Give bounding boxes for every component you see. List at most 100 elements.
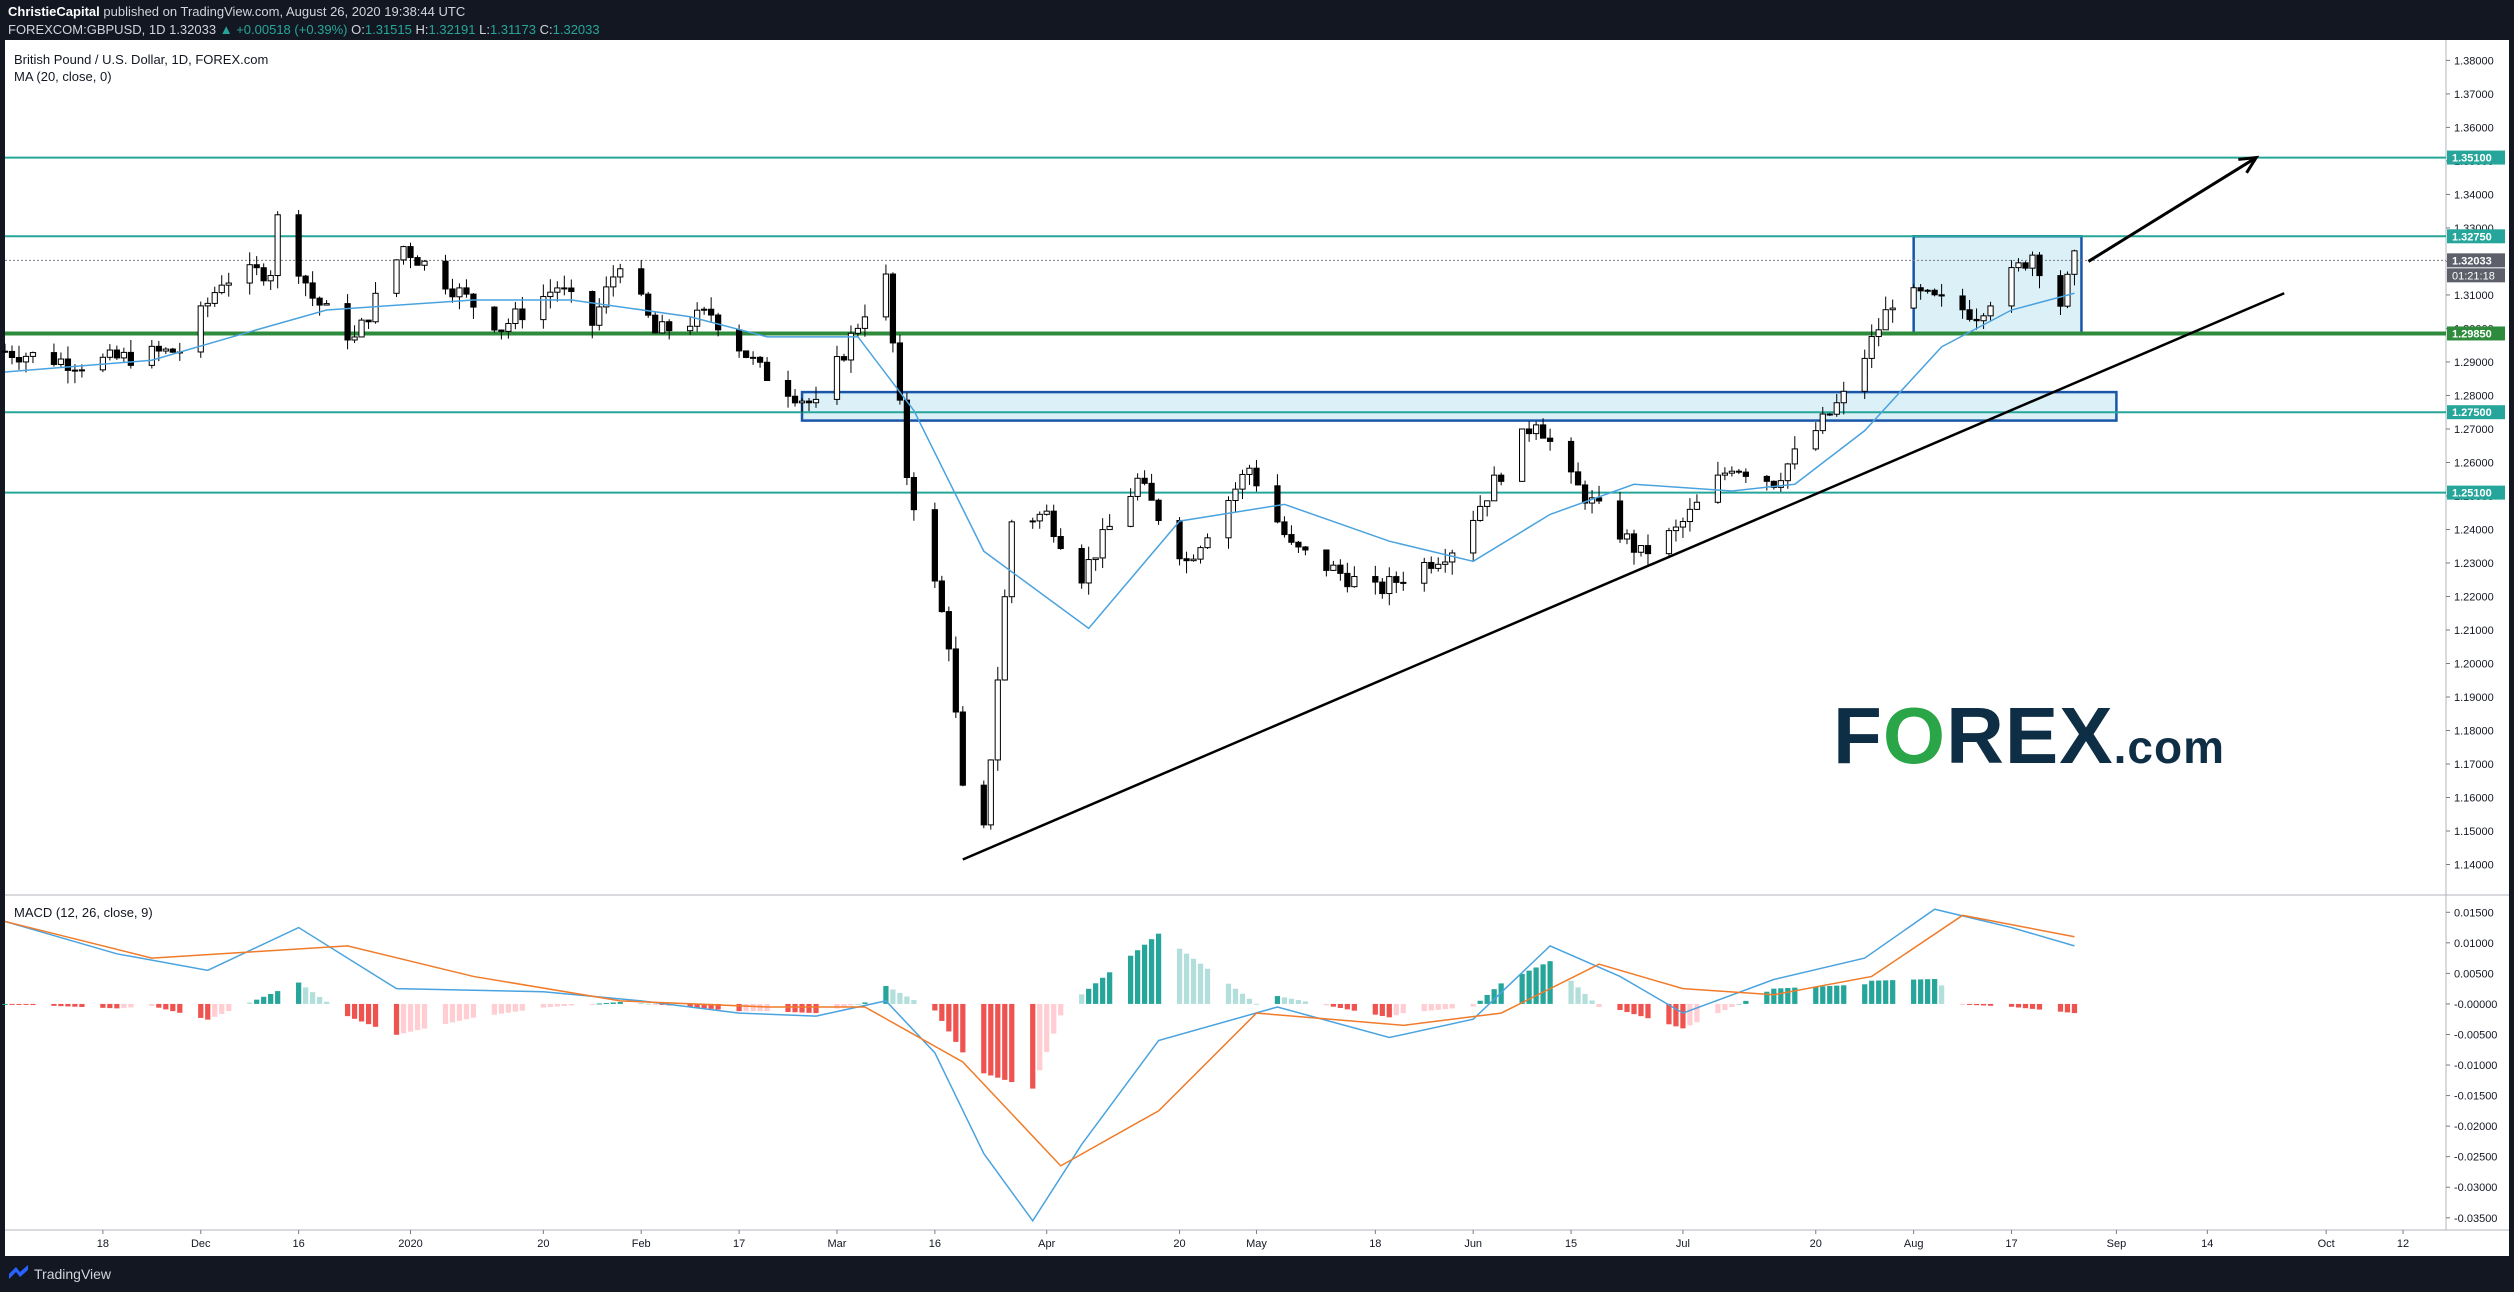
candle bbox=[589, 291, 596, 326]
macd-histogram-bar bbox=[372, 1003, 379, 1027]
change-value: ▲ +0.00518 (+0.39%) bbox=[219, 22, 348, 37]
candle bbox=[1330, 564, 1337, 571]
candle bbox=[1099, 529, 1106, 559]
level-label-bg bbox=[2447, 150, 2505, 165]
macd-histogram-bar bbox=[16, 1003, 22, 1005]
macd-histogram-bar bbox=[1771, 988, 1777, 1004]
candle bbox=[1008, 521, 1015, 598]
candle bbox=[442, 260, 449, 290]
macd-tick-label: 0.01000 bbox=[2454, 938, 2494, 950]
series-legend: British Pound / U.S. Dollar, 1D, FOREX.c… bbox=[14, 52, 269, 67]
candle bbox=[1491, 474, 1498, 502]
macd-histogram-bar bbox=[596, 1003, 602, 1005]
macd-histogram-bar bbox=[1785, 987, 1791, 1004]
macd-histogram-bar bbox=[1743, 1000, 1749, 1004]
macd-histogram-bar bbox=[1980, 1003, 1987, 1006]
tradingview-logo-icon[interactable] bbox=[8, 1264, 30, 1282]
macd-tick-label: -0.00000 bbox=[2454, 999, 2497, 1011]
macd-histogram-bar bbox=[736, 1003, 742, 1012]
ohlc-line: FOREXCOM:GBPUSD, 1D 1.32033 ▲ +0.00518 (… bbox=[8, 22, 600, 37]
macd-histogram-bar bbox=[547, 1003, 553, 1008]
macd-histogram-bar bbox=[2036, 1003, 2043, 1010]
macd-histogram-bar bbox=[1058, 1003, 1064, 1016]
candle bbox=[833, 356, 841, 400]
candle bbox=[491, 306, 498, 331]
candle bbox=[952, 648, 959, 713]
macd-histogram-bar bbox=[1134, 950, 1141, 1004]
candle bbox=[2029, 254, 2036, 269]
macd-histogram-bar bbox=[1694, 1003, 1700, 1023]
arrow-head bbox=[2238, 155, 2260, 174]
candle bbox=[211, 292, 218, 304]
macd-histogram-bar bbox=[344, 1003, 351, 1017]
macd-histogram-bar bbox=[862, 1002, 868, 1004]
open-value: 1.31515 bbox=[364, 22, 412, 37]
candle bbox=[1379, 581, 1386, 595]
candle bbox=[127, 351, 134, 366]
macd-histogram-bar bbox=[1030, 1003, 1036, 1089]
macd-histogram-bar bbox=[1911, 979, 1917, 1004]
macd-histogram-bar bbox=[757, 1003, 763, 1012]
macd-histogram-bar bbox=[254, 999, 260, 1004]
candle bbox=[1001, 596, 1008, 681]
price-tick-label: 1.15000 bbox=[2454, 826, 2494, 838]
macd-histogram-bar bbox=[1547, 961, 1553, 1004]
price-tick-label: 1.18000 bbox=[2454, 726, 2494, 738]
candle bbox=[1980, 315, 1987, 322]
macd-tick-label: 0.01500 bbox=[2454, 907, 2494, 919]
macd-histogram-bar bbox=[177, 1003, 183, 1013]
macd-histogram-bar bbox=[1862, 984, 1868, 1004]
macd-histogram-bar bbox=[1827, 985, 1833, 1004]
candle bbox=[50, 352, 58, 365]
macd-histogram-bar bbox=[121, 1003, 127, 1008]
candle bbox=[1498, 474, 1505, 482]
candle bbox=[323, 303, 330, 306]
countdown-bg bbox=[2447, 268, 2505, 283]
ma-legend: MA (20, close, 0) bbox=[14, 69, 112, 84]
macd-histogram-bar bbox=[351, 1003, 358, 1019]
candle bbox=[2036, 254, 2043, 277]
macd-histogram-bar bbox=[9, 1003, 15, 1005]
time-tick-label: 20 bbox=[1810, 1238, 1822, 1250]
candle bbox=[15, 357, 23, 363]
macd-histogram-bar bbox=[715, 1003, 721, 1010]
candle bbox=[735, 329, 743, 352]
candle bbox=[393, 259, 400, 294]
macd-histogram-bar bbox=[1197, 963, 1204, 1004]
macd-histogram-bar bbox=[212, 1003, 218, 1017]
macd-histogram-bar bbox=[1379, 1003, 1385, 1016]
macd-line bbox=[4, 908, 2075, 1223]
price-tick-label: 1.26000 bbox=[2454, 457, 2494, 469]
candle bbox=[1148, 482, 1155, 501]
forex-watermark: FOREX.com bbox=[1833, 691, 2225, 780]
macd-histogram-bar bbox=[247, 1002, 253, 1004]
macd-histogram-bar bbox=[1225, 983, 1232, 1004]
macd-histogram-bar bbox=[806, 1003, 812, 1013]
candle bbox=[106, 349, 113, 358]
macd-histogram-bar bbox=[1044, 1003, 1050, 1052]
macd-histogram-bar bbox=[1575, 987, 1581, 1004]
macd-histogram-bar bbox=[1351, 1003, 1357, 1011]
macd-histogram-bar bbox=[2015, 1003, 2022, 1008]
candle bbox=[1197, 547, 1204, 560]
candle bbox=[246, 264, 253, 284]
candle bbox=[1917, 287, 1924, 292]
macd-histogram-bar bbox=[638, 1003, 644, 1005]
macd-histogram-bar bbox=[1582, 993, 1588, 1004]
candle bbox=[945, 611, 952, 650]
candle bbox=[1183, 558, 1190, 562]
open-label: O: bbox=[351, 22, 365, 37]
candle bbox=[57, 358, 65, 365]
macd-histogram-bar bbox=[1918, 979, 1924, 1004]
macd-histogram-bar bbox=[932, 1003, 938, 1011]
publisher-name[interactable]: ChristieCapital bbox=[8, 4, 100, 19]
macd-histogram-bar bbox=[708, 1003, 714, 1009]
macd-histogram-bar bbox=[554, 1003, 560, 1007]
time-tick-label: Apr bbox=[1038, 1238, 1055, 1250]
macd-histogram-bar bbox=[995, 1003, 1001, 1078]
footer-brand[interactable]: TradingView bbox=[34, 1266, 112, 1282]
macd-histogram-bar bbox=[1428, 1003, 1434, 1011]
price-tick-label: 1.31000 bbox=[2454, 290, 2494, 302]
candle bbox=[1344, 572, 1351, 588]
